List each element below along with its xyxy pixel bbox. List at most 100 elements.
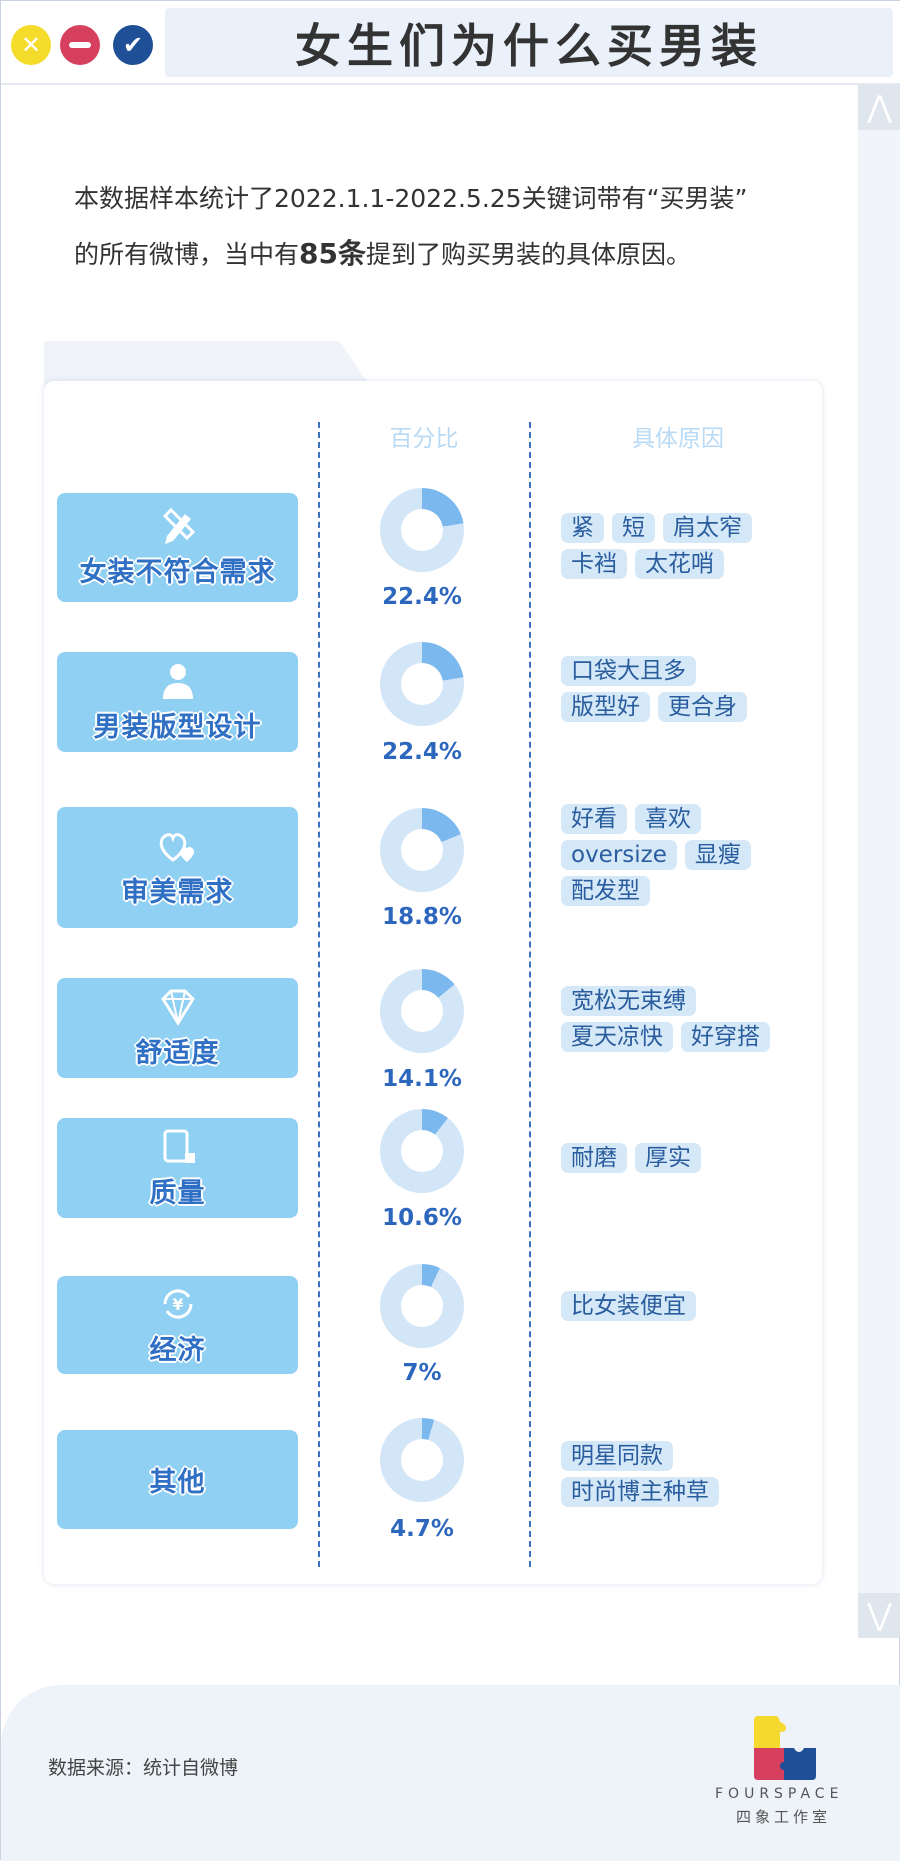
reason-tags: 好看 喜欢 oversize 显瘦 配发型 <box>561 804 751 906</box>
donut-chart <box>380 642 464 726</box>
tag-row: oversize 显瘦 <box>561 840 751 870</box>
category-label: ¥ 经济 <box>57 1276 298 1374</box>
donut-chart <box>380 1264 464 1348</box>
tag-row: 配发型 <box>561 876 751 906</box>
reason-tag: 耐磨 <box>561 1143 627 1173</box>
donut-chart <box>380 969 464 1053</box>
category-label-text: 经济 <box>149 1334 206 1366</box>
header-percent: 百分比 <box>389 426 459 452</box>
yen-cycle-icon: ¥ <box>162 1288 193 1319</box>
svg-text:¥: ¥ <box>172 1295 183 1314</box>
tag-row: 版型好 更合身 <box>561 692 747 722</box>
donut-chart <box>380 1418 464 1502</box>
minus-icon <box>69 42 91 48</box>
category-label: 审美需求 <box>57 807 298 928</box>
intro-line-2: 的所有微博，当中有85条提到了购买男装的具体原因。 <box>74 226 834 282</box>
tag-row: 口袋大且多 <box>561 656 747 686</box>
category-label: 舒适度 <box>57 978 298 1078</box>
category-label: 男装版型设计 <box>57 652 298 752</box>
footer <box>1 1685 900 1861</box>
intro-count: 85条 <box>299 237 366 270</box>
intro-line-1: 本数据样本统计了2022.1.1-2022.5.25关键词带有“买男装” <box>74 184 748 213</box>
reason-tag: 配发型 <box>561 876 650 906</box>
fourspace-logo <box>754 1716 816 1780</box>
category-label-text: 审美需求 <box>121 877 234 908</box>
hearts-icon <box>159 833 194 862</box>
tag-row: 明星同款 <box>561 1441 719 1471</box>
percent-value: 10.6% <box>382 1205 462 1231</box>
tag-row: 宽松无束缚 <box>561 986 770 1016</box>
reason-tags: 耐磨 厚实 <box>561 1143 701 1173</box>
scroll-up-button[interactable]: ⋀ <box>858 85 900 130</box>
reason-tag: 明星同款 <box>561 1441 673 1471</box>
percent-value: 4.7% <box>390 1516 454 1542</box>
tag-row: 时尚博主种草 <box>561 1477 719 1507</box>
percent-value: 7% <box>402 1360 442 1386</box>
percent-value: 22.4% <box>382 739 462 765</box>
close-button[interactable]: ✕ <box>11 25 51 65</box>
reason-tag: 口袋大且多 <box>561 656 696 686</box>
category-label-text: 女装不符合需求 <box>79 557 276 588</box>
reason-tag: 比女装便宜 <box>561 1291 696 1321</box>
reason-tag: 好穿搭 <box>681 1022 770 1052</box>
category-label: 女装不符合需求 <box>57 493 298 602</box>
reason-tag: 版型好 <box>561 692 650 722</box>
page-title: 女生们为什么买男装 <box>295 18 763 73</box>
clipboard-icon <box>163 1129 195 1163</box>
intro-text-part: 的所有微博，当中有 <box>74 240 300 269</box>
reason-tag: 紧 <box>561 513 604 543</box>
reason-tags: 比女装便宜 <box>561 1291 696 1321</box>
divider <box>529 422 531 1567</box>
minimize-button[interactable] <box>60 25 100 65</box>
reason-tag: 卡裆 <box>561 549 627 579</box>
reason-tag: 更合身 <box>658 692 747 722</box>
divider <box>318 422 320 1567</box>
category-label-text: 其他 <box>149 1467 206 1498</box>
reason-tag: 太花哨 <box>635 549 724 579</box>
percent-value: 18.8% <box>382 904 462 930</box>
donut-chart <box>380 1109 464 1193</box>
chevron-up-icon: ⋀ <box>867 90 892 125</box>
reason-tag: 肩太窄 <box>663 513 752 543</box>
reason-tag: 喜欢 <box>635 804 701 834</box>
header-reasons: 具体原因 <box>632 426 724 452</box>
title-bar: 女生们为什么买男装 <box>165 8 893 77</box>
category-label-text: 质量 <box>149 1177 206 1209</box>
tag-row: 比女装便宜 <box>561 1291 696 1321</box>
reason-tag: 夏天凉快 <box>561 1022 673 1052</box>
category-label: 质量 <box>57 1118 298 1218</box>
reason-tags: 明星同款时尚博主种草 <box>561 1441 719 1507</box>
reason-tag: 显瘦 <box>684 840 751 870</box>
donut-chart <box>380 808 464 892</box>
diamond-icon <box>160 989 195 1026</box>
category-label: 其他 <box>57 1430 298 1529</box>
person-icon <box>162 663 193 699</box>
tag-row: 耐磨 厚实 <box>561 1143 701 1173</box>
reason-tags: 宽松无束缚夏天凉快 好穿搭 <box>561 986 770 1052</box>
category-label-text: 男装版型设计 <box>93 711 262 743</box>
reason-tag: 宽松无束缚 <box>561 986 696 1016</box>
percent-value: 22.4% <box>382 584 462 610</box>
category-label-text: 舒适度 <box>135 1037 220 1069</box>
percent-value: 14.1% <box>382 1066 462 1092</box>
reason-tag: 好看 <box>561 804 627 834</box>
reason-tags: 口袋大且多版型好 更合身 <box>561 656 747 722</box>
reason-tag: 厚实 <box>635 1143 701 1173</box>
tag-row: 夏天凉快 好穿搭 <box>561 1022 770 1052</box>
reason-tag: 时尚博主种草 <box>561 1477 719 1507</box>
scrollbar[interactable]: ⋀ ⋁ <box>858 85 900 1638</box>
data-source: 数据来源：统计自微博 <box>48 1757 239 1779</box>
close-icon: ✕ <box>20 31 42 59</box>
window-header: ✕ ✔ 女生们为什么买男装 <box>1 1 900 85</box>
chevron-down-icon: ⋁ <box>867 1598 892 1633</box>
brand-name-cn: 四象工作室 <box>736 1808 832 1826</box>
reason-tag: oversize <box>561 840 677 870</box>
intro-text: 本数据样本统计了2022.1.1-2022.5.25关键词带有“买男装” 的所有… <box>74 171 834 282</box>
scroll-down-button[interactable]: ⋁ <box>858 1593 900 1638</box>
donut-chart <box>380 488 464 572</box>
pencil-ruler-icon <box>162 507 195 544</box>
tag-row: 紧短肩太窄 <box>561 513 752 543</box>
confirm-button[interactable]: ✔ <box>113 25 153 65</box>
brand-name: FOURSPACE <box>715 1786 844 1802</box>
intro-text-part: 提到了购买男装的具体原因。 <box>365 240 691 269</box>
